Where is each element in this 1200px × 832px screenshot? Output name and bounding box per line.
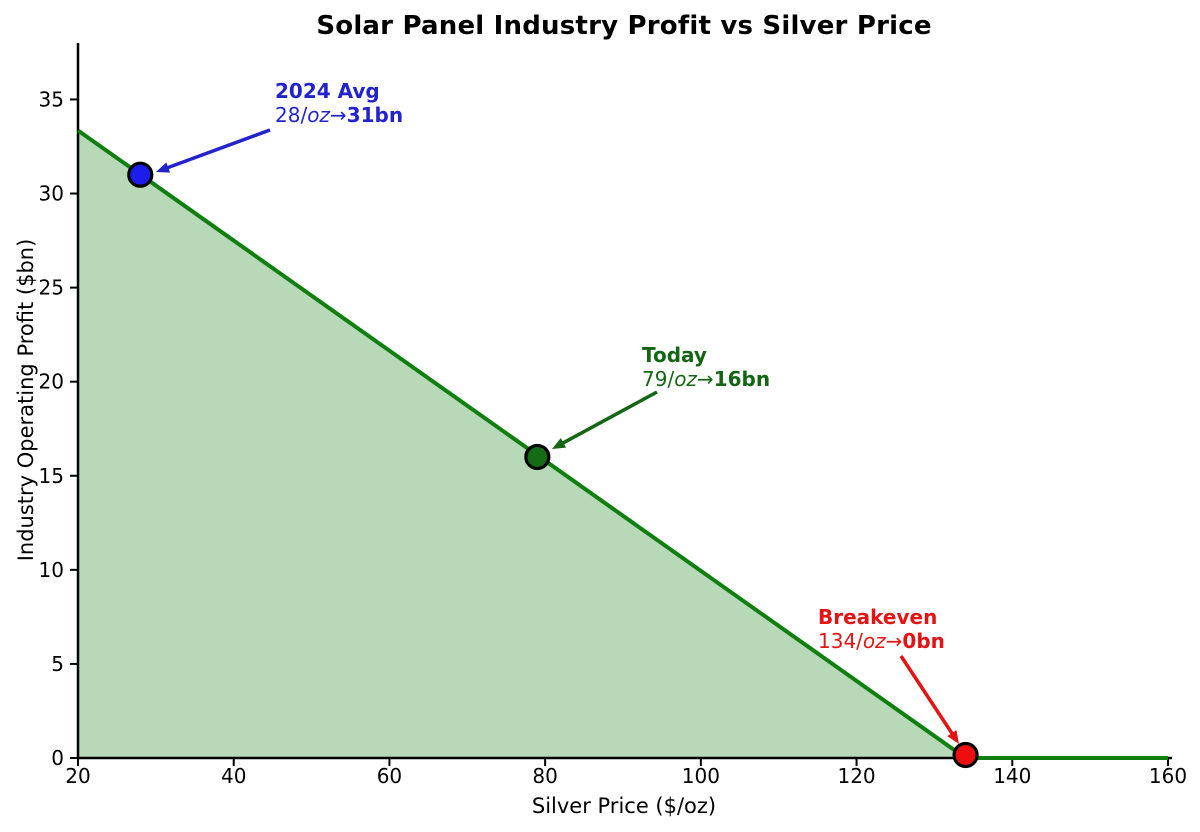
breakeven-value: 134/oz→0bn (818, 629, 945, 653)
y-tick-label: 20 (39, 370, 64, 394)
profit-area (78, 130, 1168, 759)
breakeven-arrowhead (947, 730, 959, 744)
x-tick-label: 100 (682, 764, 720, 788)
y-tick-label: 25 (39, 276, 64, 300)
today-arrowhead (552, 437, 567, 449)
y-tick-label: 35 (39, 87, 64, 111)
x-tick-label: 160 (1149, 764, 1187, 788)
breakeven-arrow (899, 655, 956, 738)
x-tick-label: 60 (377, 764, 402, 788)
chart-title: Solar Panel Industry Profit vs Silver Pr… (316, 11, 932, 41)
y-tick-label: 5 (51, 652, 64, 676)
x-tick-label: 40 (221, 764, 246, 788)
breakeven-label: Breakeven (818, 605, 937, 629)
y-tick-label: 15 (39, 464, 64, 488)
breakeven-marker (952, 741, 979, 769)
today-value: 79/oz→16bn (642, 367, 770, 391)
avg-2024-value: 28/oz→31bn (275, 103, 403, 127)
today-label: Today (642, 343, 707, 367)
x-tick-label: 80 (532, 764, 557, 788)
x-axis-label: Silver Price ($/oz) (531, 794, 717, 818)
y-tick-label: 10 (39, 558, 64, 582)
x-tick-label: 20 (65, 764, 90, 788)
y-tick-label: 30 (39, 182, 64, 206)
today-marker (524, 443, 551, 471)
today-arrow (559, 390, 658, 447)
avg-2024-arrow (163, 128, 271, 171)
x-tick-label: 120 (837, 764, 875, 788)
avg-2024-marker (127, 161, 154, 188)
avg-2024-arrowhead (156, 162, 171, 173)
x-tick-label: 140 (993, 764, 1031, 788)
y-tick-label: 0 (51, 746, 64, 770)
y-axis-label: Industry Operating Profit ($bn) (14, 238, 38, 562)
avg-2024-label: 2024 Avg (275, 79, 380, 103)
